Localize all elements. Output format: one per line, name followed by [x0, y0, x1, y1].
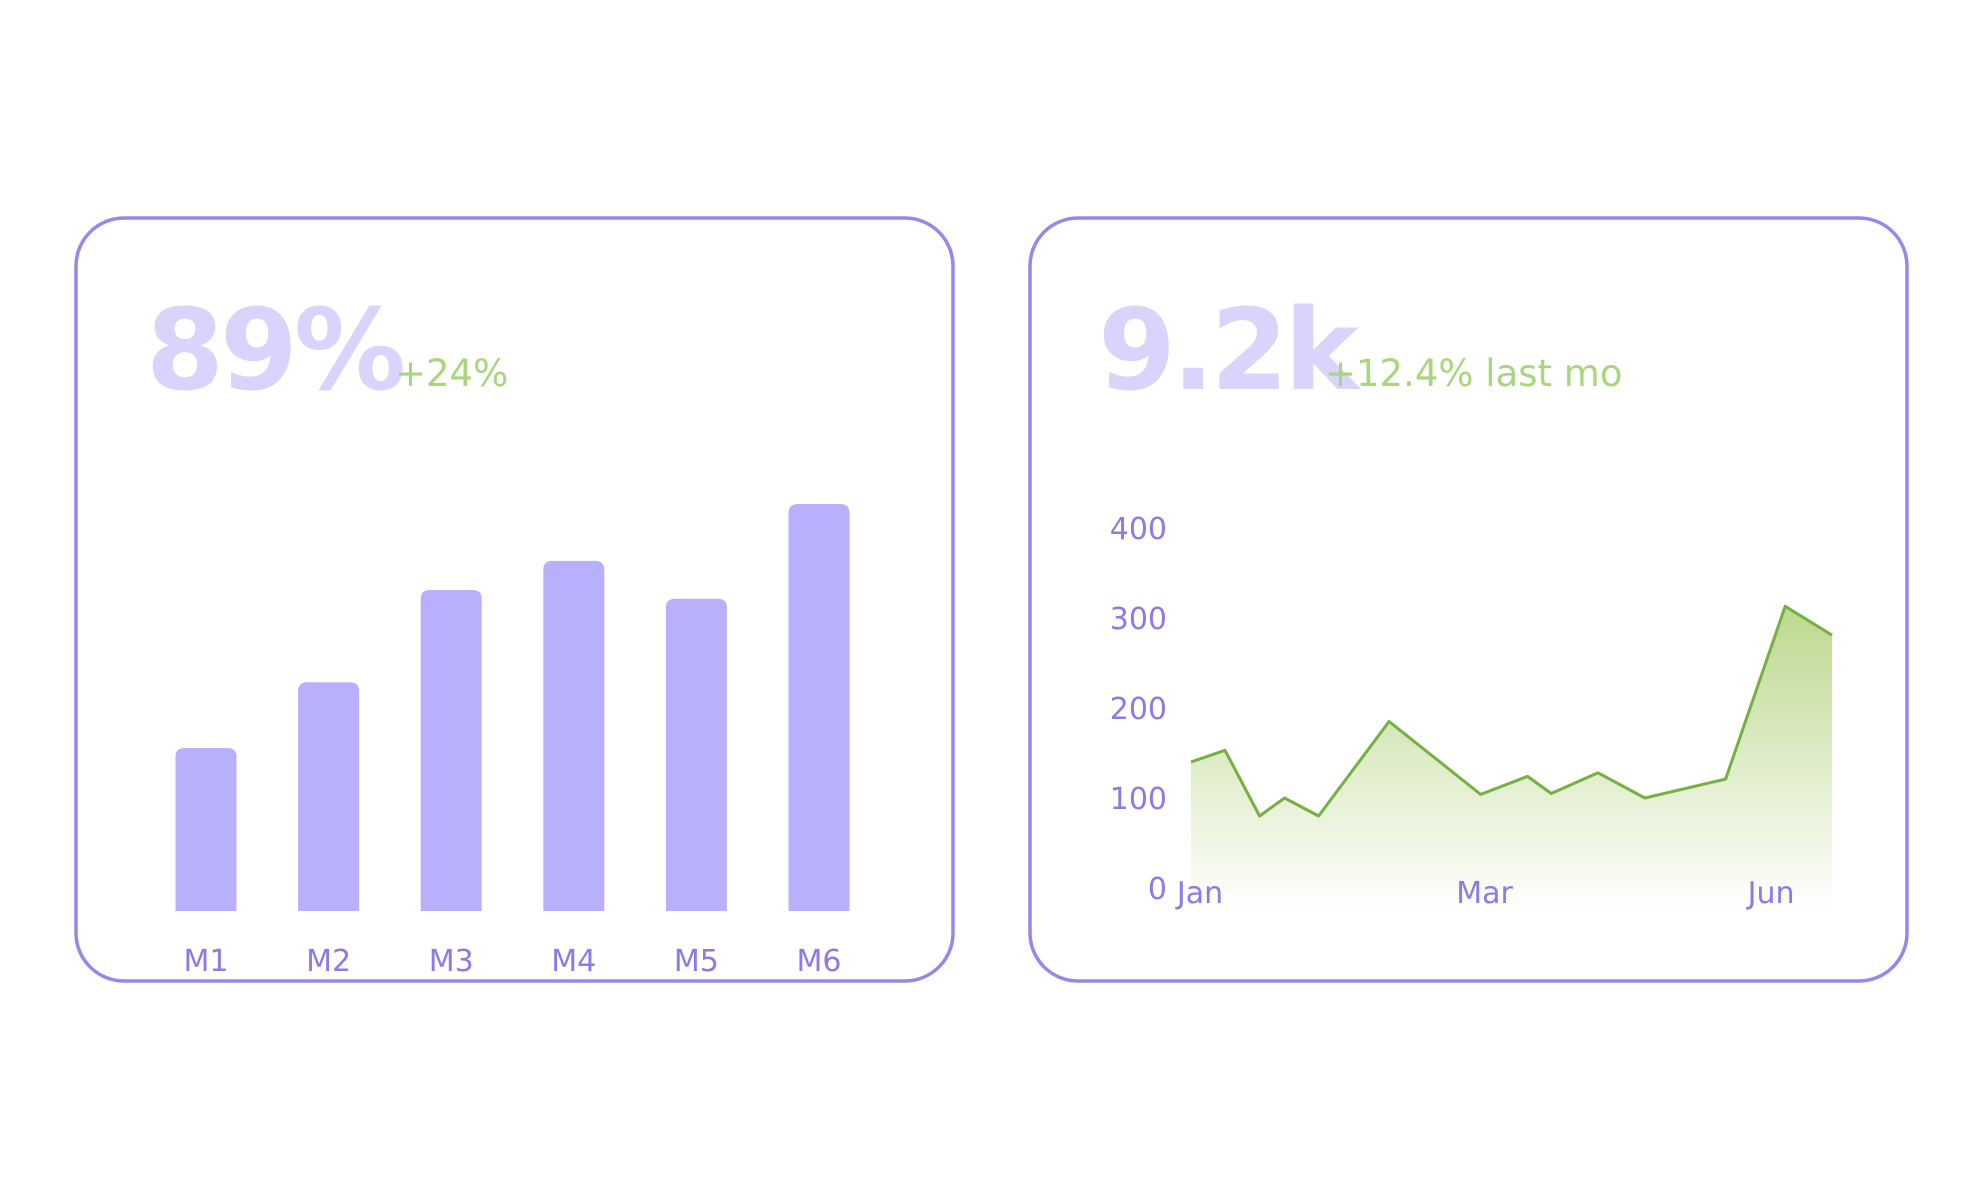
x-tick-label: M3 [429, 944, 474, 979]
change: +12.4% last mo [1325, 352, 1622, 395]
card [74, 216, 955, 983]
bar [420, 589, 482, 911]
x-tick-label: M5 [674, 944, 719, 979]
bar [665, 598, 727, 911]
headline: 89% [146, 286, 403, 416]
x-tick-label: M6 [797, 944, 842, 979]
x-tick-label: Mar [1456, 876, 1513, 911]
headline: 9.2k [1098, 286, 1361, 416]
x-tick-label: Jun [1746, 876, 1795, 911]
bar [298, 682, 360, 911]
bar [788, 504, 850, 911]
change: +24% [395, 352, 508, 395]
line [1190, 604, 1833, 818]
y-tick-label: 300 [1110, 602, 1167, 637]
y-tick-label: 400 [1110, 512, 1167, 547]
x-tick-label: M2 [306, 944, 351, 979]
bar [175, 747, 237, 911]
y-tick-label: 0 [1148, 872, 1167, 907]
x-tick-label: Jan [1175, 876, 1223, 911]
y-tick-label: 200 [1110, 692, 1167, 727]
area [1191, 606, 1832, 910]
bar [543, 560, 605, 911]
x-tick-label: M1 [184, 944, 229, 979]
y-tick-label: 100 [1110, 782, 1167, 817]
x-tick-label: M4 [551, 944, 596, 979]
